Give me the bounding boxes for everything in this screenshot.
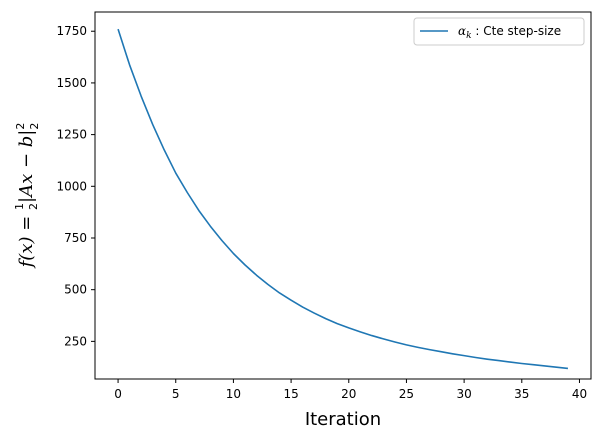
y-axis-ticks: 250 500 750 1000 1250 1500 1750 xyxy=(56,24,95,348)
x-tick-label: 35 xyxy=(514,387,529,401)
legend-label: αk : Cte step-size xyxy=(458,24,561,41)
svg-text:f(x) = 12|Ax − b|22: f(x) = 12|Ax − b|22 xyxy=(13,123,41,270)
y-tick-label: 250 xyxy=(64,334,87,348)
x-axis-title: Iteration xyxy=(305,409,381,430)
legend: αk : Cte step-size xyxy=(413,17,585,46)
x-tick-label: 30 xyxy=(456,387,471,401)
legend-box xyxy=(413,17,585,46)
series-line xyxy=(117,28,569,370)
plot-area xyxy=(95,12,591,379)
x-tick-label: 25 xyxy=(399,387,414,401)
y-tick-label: 500 xyxy=(64,283,87,297)
x-tick-label: 10 xyxy=(226,387,241,401)
x-tick-label: 20 xyxy=(341,387,356,401)
y-tick-label: 750 xyxy=(64,231,87,245)
y-tick-label: 1250 xyxy=(56,128,87,142)
y-tick-label: 1000 xyxy=(56,179,87,193)
plot-frame xyxy=(94,11,592,380)
x-tick-label: 5 xyxy=(172,387,180,401)
y-tick-label: 1750 xyxy=(56,24,87,38)
x-tick-label: 0 xyxy=(114,387,122,401)
x-tick-label: 15 xyxy=(283,387,298,401)
y-axis-title: f(x) = 12|Ax − b|22 xyxy=(13,123,41,270)
x-tick-label: 40 xyxy=(572,387,587,401)
x-axis-ticks: 0 5 10 15 20 25 30 35 40 xyxy=(114,379,587,401)
y-tick-label: 1500 xyxy=(56,76,87,90)
series-layer xyxy=(117,28,569,370)
